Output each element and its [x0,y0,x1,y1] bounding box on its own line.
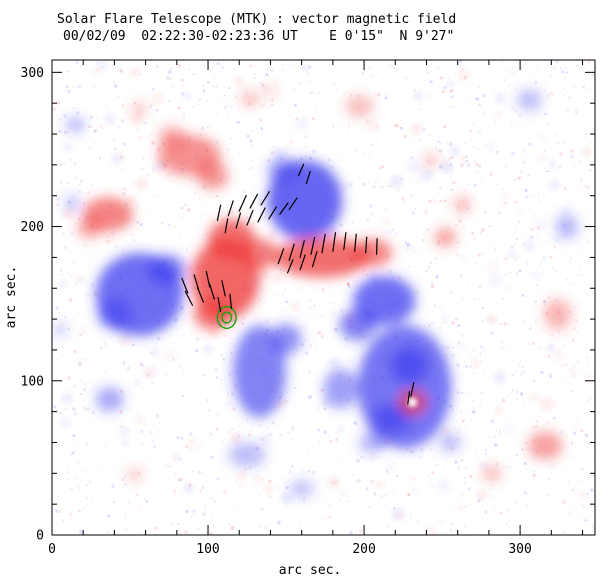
x-tick-label: 200 [352,542,375,557]
plot-title: Solar Flare Telescope (MTK) : vector mag… [57,12,456,27]
y-axis-label: arc sec. [4,266,19,329]
y-tick-label: 0 [36,529,44,544]
x-axis-label: arc sec. [279,563,342,578]
axes: 0 100 200 300 0 100 200 300 [21,59,596,557]
y-tick-label: 300 [21,66,44,81]
x-tick-label: 300 [508,542,531,557]
ring-hole [407,397,418,408]
x-tick-label: 100 [196,542,219,557]
plot-content [52,60,595,535]
noise-splotches [60,60,594,535]
y-tick-label: 100 [21,374,44,389]
y-tick-label: 200 [21,220,44,235]
x-tick-label: 0 [48,542,56,557]
plot-subtitle: 00/02/09 02:22:30-02:23:36 UT E 0'15" N … [63,29,454,44]
polarity-blobs [53,86,578,498]
field-vectors [181,163,415,405]
noise-speckle-top [56,60,595,535]
green-contour [216,306,237,329]
